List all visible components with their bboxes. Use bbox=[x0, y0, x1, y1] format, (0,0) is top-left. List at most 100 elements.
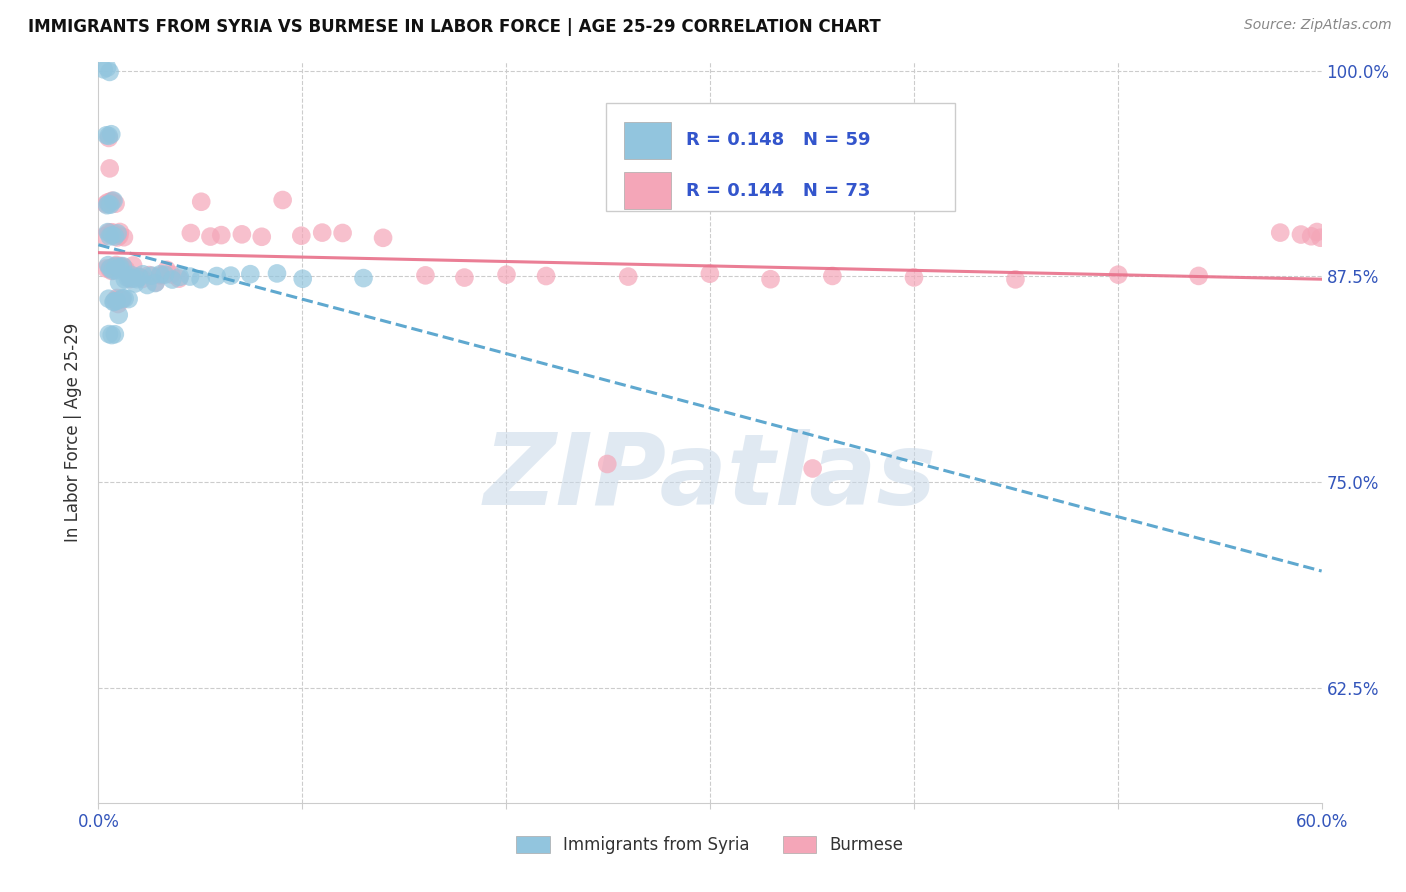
Point bbox=[179, 269, 201, 284]
Point bbox=[97, 258, 120, 272]
Point bbox=[105, 291, 128, 305]
Point bbox=[115, 262, 138, 277]
FancyBboxPatch shape bbox=[606, 103, 955, 211]
Point bbox=[160, 268, 183, 282]
Point bbox=[311, 226, 333, 240]
Point bbox=[108, 225, 131, 239]
Point bbox=[124, 277, 146, 291]
Point bbox=[111, 259, 134, 273]
Point bbox=[169, 269, 191, 284]
Point bbox=[371, 231, 394, 245]
Point bbox=[231, 227, 253, 242]
Point bbox=[107, 230, 129, 244]
Text: IMMIGRANTS FROM SYRIA VS BURMESE IN LABOR FORCE | AGE 25-29 CORRELATION CHART: IMMIGRANTS FROM SYRIA VS BURMESE IN LABO… bbox=[28, 18, 882, 36]
Point bbox=[121, 271, 143, 285]
Point bbox=[138, 268, 160, 282]
Point bbox=[101, 263, 124, 277]
Point bbox=[101, 194, 124, 208]
Point bbox=[141, 268, 163, 283]
Point bbox=[1301, 229, 1323, 244]
Point bbox=[167, 271, 190, 285]
Point bbox=[97, 128, 120, 143]
Point bbox=[98, 327, 121, 342]
Point bbox=[97, 131, 120, 145]
Point bbox=[98, 65, 121, 79]
Point bbox=[94, 197, 117, 211]
Point bbox=[107, 297, 129, 311]
Point bbox=[596, 457, 619, 471]
Point bbox=[107, 308, 129, 322]
Point bbox=[250, 229, 273, 244]
Point bbox=[108, 261, 131, 276]
Point bbox=[104, 229, 127, 244]
Point bbox=[104, 260, 127, 274]
Point bbox=[190, 272, 212, 286]
Y-axis label: In Labor Force | Age 25-29: In Labor Force | Age 25-29 bbox=[65, 323, 83, 542]
Point bbox=[110, 260, 132, 274]
Text: R = 0.148   N = 59: R = 0.148 N = 59 bbox=[686, 131, 870, 149]
Point bbox=[104, 263, 127, 277]
Point bbox=[104, 196, 127, 211]
Point bbox=[415, 268, 437, 283]
Point bbox=[114, 272, 136, 286]
Point bbox=[103, 194, 125, 208]
Point bbox=[153, 268, 176, 282]
Point bbox=[100, 264, 122, 278]
Point bbox=[117, 270, 139, 285]
Point bbox=[1004, 272, 1026, 286]
Point bbox=[266, 267, 288, 281]
Point bbox=[110, 259, 132, 273]
Point bbox=[132, 267, 155, 281]
Legend: Immigrants from Syria, Burmese: Immigrants from Syria, Burmese bbox=[510, 830, 910, 861]
Point bbox=[98, 229, 121, 244]
Point bbox=[145, 276, 167, 290]
Point bbox=[97, 225, 120, 239]
Point bbox=[131, 272, 153, 286]
Point bbox=[759, 272, 782, 286]
Point bbox=[104, 327, 127, 342]
Point bbox=[108, 276, 131, 290]
Point bbox=[112, 230, 135, 244]
Point bbox=[101, 228, 124, 243]
Point bbox=[120, 268, 142, 282]
Point bbox=[290, 228, 312, 243]
FancyBboxPatch shape bbox=[624, 172, 671, 210]
Point bbox=[1270, 226, 1292, 240]
Point bbox=[1188, 268, 1211, 283]
Point bbox=[1309, 231, 1331, 245]
Point bbox=[821, 268, 844, 283]
Point bbox=[124, 269, 146, 284]
Point bbox=[1289, 227, 1312, 242]
Point bbox=[100, 227, 122, 241]
Point bbox=[100, 127, 122, 141]
Point bbox=[111, 291, 134, 305]
Text: ZIPatlas: ZIPatlas bbox=[484, 428, 936, 525]
Point bbox=[105, 258, 128, 272]
Point bbox=[108, 228, 131, 243]
Point bbox=[96, 128, 118, 143]
FancyBboxPatch shape bbox=[624, 121, 671, 159]
Point bbox=[122, 259, 145, 273]
Point bbox=[332, 226, 354, 240]
Point bbox=[104, 293, 127, 307]
Point bbox=[108, 260, 131, 275]
Point bbox=[96, 61, 118, 75]
Point bbox=[200, 229, 222, 244]
Point bbox=[98, 261, 121, 276]
Text: R = 0.144   N = 73: R = 0.144 N = 73 bbox=[686, 182, 870, 200]
Point bbox=[117, 268, 139, 283]
Point bbox=[103, 260, 125, 275]
Point bbox=[117, 292, 139, 306]
Point bbox=[453, 270, 475, 285]
Point bbox=[97, 195, 120, 210]
Point bbox=[105, 293, 128, 308]
Point bbox=[100, 197, 122, 211]
Point bbox=[114, 262, 136, 277]
Point bbox=[94, 261, 117, 276]
Point bbox=[291, 272, 314, 286]
Point bbox=[128, 270, 150, 285]
Point bbox=[162, 272, 184, 286]
Point bbox=[101, 225, 124, 239]
Point bbox=[353, 271, 375, 285]
Point bbox=[209, 228, 232, 243]
